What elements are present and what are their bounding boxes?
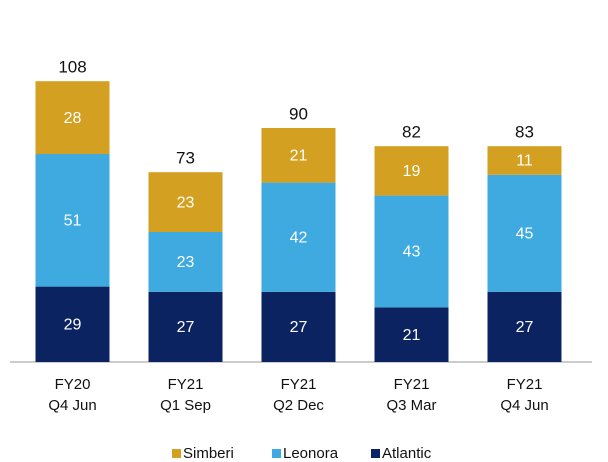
segment-label: 11: [516, 153, 533, 170]
bar-segment: [35, 154, 110, 287]
legend-swatch: [272, 449, 281, 458]
segment-label: 42: [290, 229, 308, 246]
bar-segment: [148, 232, 223, 292]
bar-segment: [487, 174, 562, 292]
bar-segment: [35, 81, 110, 154]
x-tick-label: Q4 Jun: [500, 397, 548, 414]
x-tick-label: FY21: [281, 376, 317, 393]
x-tick-label: Q4 Jun: [48, 397, 96, 414]
total-label: 83: [515, 123, 534, 142]
segment-label: 27: [177, 319, 195, 336]
x-tick-label: FY21: [507, 376, 543, 393]
segment-label: 28: [64, 110, 82, 127]
total-label: 90: [289, 104, 308, 123]
bar-segment: [487, 146, 562, 175]
segment-label: 43: [403, 244, 421, 261]
total-label: 108: [58, 58, 86, 77]
x-tick-label: FY21: [168, 376, 204, 393]
segment-label: 27: [290, 319, 308, 336]
segment-label: 51: [64, 213, 82, 230]
segment-label: 27: [516, 319, 534, 336]
bar-segment: [374, 307, 449, 362]
bar-segment: [374, 195, 449, 308]
x-tick-label: FY21: [394, 376, 430, 393]
bar-segment: [374, 146, 449, 196]
segment-label: 45: [516, 226, 534, 243]
legend-label: Leonora: [283, 445, 339, 462]
bar-segment: [148, 291, 223, 362]
segment-label: 23: [177, 194, 195, 211]
legend-label: Simberi: [183, 445, 234, 462]
segment-label: 21: [403, 327, 421, 344]
legend-label: Atlantic: [382, 445, 432, 462]
bar-segment: [261, 128, 336, 183]
x-tick-label: Q1 Sep: [160, 397, 211, 414]
x-tick-label: Q2 Dec: [273, 397, 324, 414]
x-tick-label: Q3 Mar: [386, 397, 436, 414]
legend-swatch: [172, 449, 181, 458]
segment-label: 19: [403, 163, 421, 180]
segment-label: 21: [290, 148, 308, 165]
bar-segment: [261, 182, 336, 292]
x-tick-label: FY20: [55, 376, 91, 393]
total-label: 82: [402, 123, 421, 142]
segment-label: 29: [64, 317, 82, 334]
bar-segment: [261, 291, 336, 362]
bar-segment: [487, 291, 562, 362]
segment-label: 23: [177, 254, 195, 271]
bar-segment: [35, 286, 110, 362]
bar-segment: [148, 172, 223, 232]
total-label: 73: [176, 149, 195, 168]
legend-swatch: [371, 449, 380, 458]
